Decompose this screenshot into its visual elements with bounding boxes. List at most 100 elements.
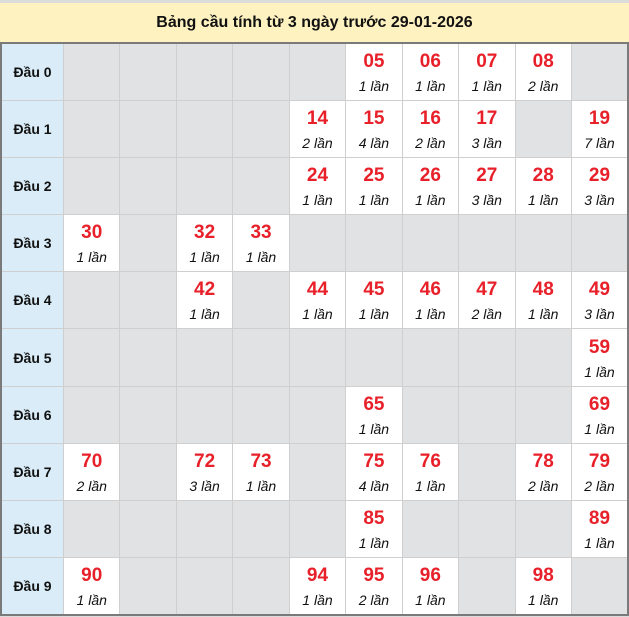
number-cell: 07 1 lần bbox=[458, 42, 516, 102]
empty-cell bbox=[119, 42, 177, 102]
empty-cell bbox=[232, 385, 290, 444]
number: 98 bbox=[532, 564, 554, 586]
number-cell: 05 1 lần bbox=[345, 42, 403, 102]
empty-cell bbox=[175, 499, 234, 558]
empty-cell bbox=[119, 385, 177, 444]
number-cell: 94 1 lần bbox=[288, 556, 347, 616]
number: 29 bbox=[588, 165, 611, 187]
empty-cell bbox=[401, 328, 460, 387]
empty-cell bbox=[288, 499, 347, 558]
number-cell: 70 2 lần bbox=[62, 442, 121, 501]
number: 32 bbox=[194, 222, 216, 244]
empty-cell bbox=[119, 157, 177, 216]
number: 27 bbox=[476, 165, 498, 187]
count: 3 lần bbox=[471, 192, 502, 209]
number: 42 bbox=[194, 279, 216, 301]
row-label: Đầu 1 bbox=[0, 100, 64, 159]
count: 1 lần bbox=[415, 192, 446, 209]
count: 2 lần bbox=[528, 477, 559, 494]
table-row: Đầu 3 30 1 lần 32 1 lần 33 1 lần bbox=[0, 214, 629, 273]
cau-table: Đầu 0 05 1 lần 06 1 lần 07 1 lần 08 2 lần Đầu 1 14… bbox=[0, 42, 629, 616]
number: 25 bbox=[363, 165, 385, 187]
empty-cell bbox=[232, 100, 290, 159]
count: 1 lần bbox=[189, 249, 220, 266]
number-cell: 19 7 lần bbox=[570, 100, 629, 159]
count: 4 lần bbox=[358, 477, 390, 494]
number: 45 bbox=[363, 279, 385, 301]
row-label: Đầu 8 bbox=[0, 499, 64, 558]
number-cell: 95 2 lần bbox=[345, 556, 403, 616]
number: 14 bbox=[306, 108, 329, 130]
empty-cell bbox=[288, 442, 347, 501]
number: 65 bbox=[363, 393, 385, 415]
count: 1 lần bbox=[471, 78, 502, 95]
empty-cell bbox=[232, 499, 290, 558]
number-cell: 14 2 lần bbox=[288, 100, 347, 159]
empty-cell bbox=[345, 214, 403, 273]
count: 1 lần bbox=[358, 420, 390, 437]
empty-cell bbox=[458, 385, 516, 444]
number: 28 bbox=[532, 165, 554, 187]
empty-cell bbox=[570, 42, 629, 102]
number: 76 bbox=[419, 450, 441, 472]
empty-cell bbox=[232, 328, 290, 387]
count: 3 lần bbox=[471, 135, 502, 152]
count: 1 lần bbox=[76, 591, 107, 608]
count: 2 lần bbox=[302, 135, 333, 152]
empty-cell bbox=[232, 42, 290, 102]
number: 89 bbox=[588, 507, 611, 529]
empty-cell bbox=[458, 499, 516, 558]
empty-cell bbox=[175, 556, 234, 616]
empty-cell bbox=[401, 385, 460, 444]
number: 70 bbox=[81, 450, 103, 472]
empty-cell bbox=[458, 214, 516, 273]
number-cell: 75 4 lần bbox=[345, 442, 403, 501]
number-cell: 65 1 lần bbox=[345, 385, 403, 444]
number-cell: 33 1 lần bbox=[232, 214, 290, 273]
number-cell: 46 1 lần bbox=[401, 271, 460, 330]
count: 1 lần bbox=[358, 534, 390, 551]
number: 94 bbox=[306, 564, 329, 586]
number: 49 bbox=[588, 279, 611, 301]
number: 07 bbox=[476, 51, 498, 73]
empty-cell bbox=[232, 271, 290, 330]
number-cell: 42 1 lần bbox=[175, 271, 234, 330]
number-cell: 90 1 lần bbox=[62, 556, 121, 616]
count: 2 lần bbox=[415, 135, 446, 152]
row-label: Đầu 7 bbox=[0, 442, 64, 501]
number: 08 bbox=[532, 51, 554, 73]
empty-cell bbox=[514, 100, 572, 159]
empty-cell bbox=[458, 556, 516, 616]
empty-cell bbox=[175, 100, 234, 159]
count: 1 lần bbox=[584, 363, 615, 380]
number-cell: 48 1 lần bbox=[514, 271, 572, 330]
number: 73 bbox=[250, 450, 272, 472]
empty-cell bbox=[570, 214, 629, 273]
number-cell: 30 1 lần bbox=[62, 214, 121, 273]
number: 47 bbox=[476, 279, 498, 301]
table-row: Đầu 8 85 1 lần 89 1 lần bbox=[0, 499, 629, 558]
count: 3 lần bbox=[189, 477, 220, 494]
count: 1 lần bbox=[302, 192, 333, 209]
number-cell: 89 1 lần bbox=[570, 499, 629, 558]
count: 2 lần bbox=[528, 78, 559, 95]
empty-cell bbox=[62, 499, 121, 558]
table-row: Đầu 7 70 2 lần 72 3 lần 73 1 lần 75 4 lần 76 1 lần… bbox=[0, 442, 629, 501]
count: 1 lần bbox=[415, 591, 446, 608]
empty-cell bbox=[175, 328, 234, 387]
number: 79 bbox=[588, 450, 611, 472]
number-cell: 44 1 lần bbox=[288, 271, 347, 330]
empty-cell bbox=[232, 157, 290, 216]
empty-cell bbox=[62, 100, 121, 159]
number-cell: 32 1 lần bbox=[175, 214, 234, 273]
number: 96 bbox=[419, 564, 441, 586]
count: 1 lần bbox=[76, 249, 107, 266]
number-cell: 69 1 lần bbox=[570, 385, 629, 444]
table-row: Đầu 4 42 1 lần 44 1 lần 45 1 lần 46 1 lần 47 2 lần… bbox=[0, 271, 629, 330]
empty-cell bbox=[401, 499, 460, 558]
count: 1 lần bbox=[415, 78, 446, 95]
number: 26 bbox=[419, 165, 441, 187]
number: 69 bbox=[588, 393, 611, 415]
empty-cell bbox=[288, 214, 347, 273]
count: 1 lần bbox=[245, 249, 277, 266]
